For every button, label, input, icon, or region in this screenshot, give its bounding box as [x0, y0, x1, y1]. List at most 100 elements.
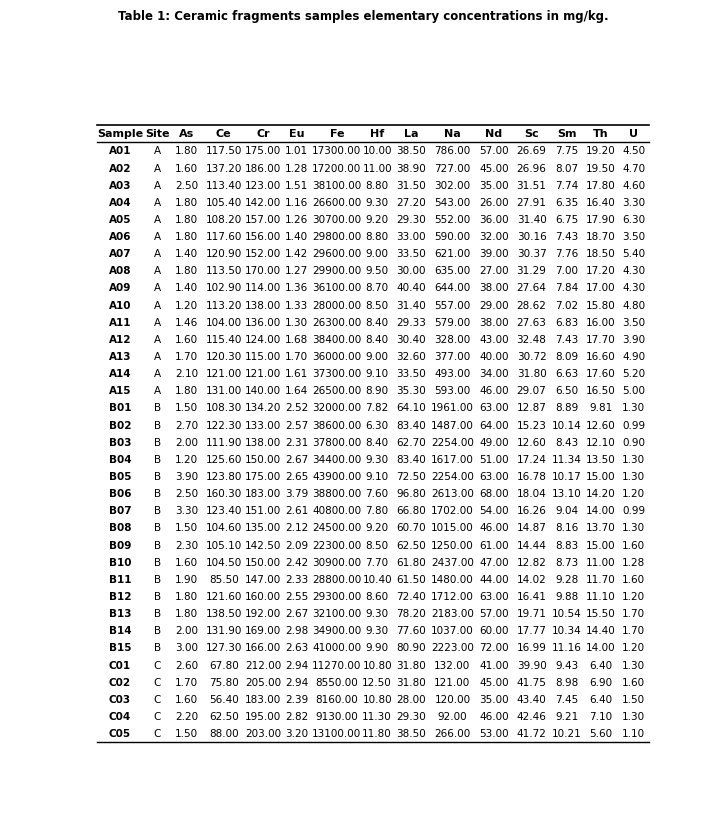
Text: A: A	[154, 300, 161, 310]
Text: 2613.00: 2613.00	[431, 489, 474, 499]
Text: 1480.00: 1480.00	[431, 575, 474, 585]
Text: 1617.00: 1617.00	[431, 455, 474, 465]
Text: 7.75: 7.75	[555, 146, 579, 156]
Text: 3.90: 3.90	[622, 335, 645, 345]
Text: 11.00: 11.00	[362, 164, 392, 174]
Text: 7.76: 7.76	[555, 249, 579, 259]
Text: 493.00: 493.00	[434, 369, 470, 379]
Text: 15.80: 15.80	[586, 300, 616, 310]
Text: 6.90: 6.90	[589, 678, 612, 688]
Text: 9.30: 9.30	[366, 609, 389, 619]
Text: 12.10: 12.10	[586, 438, 616, 448]
Text: Sc: Sc	[524, 129, 539, 139]
Text: 24500.00: 24500.00	[313, 524, 361, 534]
Text: 38.00: 38.00	[479, 318, 509, 328]
Text: 16.41: 16.41	[517, 592, 547, 602]
Text: 29.33: 29.33	[396, 318, 426, 328]
Text: 152.00: 152.00	[245, 249, 281, 259]
Text: 1.61: 1.61	[285, 369, 308, 379]
Text: Eu: Eu	[289, 129, 305, 139]
Text: 12.50: 12.50	[362, 678, 392, 688]
Text: 4.80: 4.80	[622, 300, 645, 310]
Text: 38400.00: 38400.00	[313, 335, 361, 345]
Text: 132.00: 132.00	[434, 660, 470, 670]
Text: 1.80: 1.80	[175, 215, 198, 225]
Text: Nd: Nd	[486, 129, 502, 139]
Text: 205.00: 205.00	[245, 678, 281, 688]
Text: 157.00: 157.00	[245, 215, 281, 225]
Text: 104.60: 104.60	[206, 524, 242, 534]
Text: A12: A12	[109, 335, 132, 345]
Text: 57.00: 57.00	[479, 146, 509, 156]
Text: 40.40: 40.40	[396, 284, 426, 294]
Text: 27.64: 27.64	[517, 284, 547, 294]
Text: 117.60: 117.60	[206, 232, 242, 242]
Text: 2.30: 2.30	[175, 540, 198, 550]
Text: 1.50: 1.50	[175, 404, 198, 414]
Text: 7.70: 7.70	[366, 558, 389, 568]
Text: 7.00: 7.00	[555, 266, 579, 276]
Text: 7.74: 7.74	[555, 180, 579, 190]
Text: 30900.00: 30900.00	[313, 558, 361, 568]
Text: B: B	[154, 626, 161, 636]
Text: 1.40: 1.40	[175, 284, 198, 294]
Text: 14.20: 14.20	[586, 489, 616, 499]
Text: C02: C02	[109, 678, 131, 688]
Text: 1.70: 1.70	[285, 352, 308, 362]
Text: 16.00: 16.00	[586, 318, 615, 328]
Text: 57.00: 57.00	[479, 609, 509, 619]
Text: B: B	[154, 644, 161, 654]
Text: 17.20: 17.20	[586, 266, 616, 276]
Text: 9.20: 9.20	[366, 524, 389, 534]
Text: 131.90: 131.90	[206, 626, 242, 636]
Text: 1961.00: 1961.00	[431, 404, 474, 414]
Text: 47.00: 47.00	[479, 558, 509, 568]
Text: 111.90: 111.90	[206, 438, 242, 448]
Text: 22300.00: 22300.00	[313, 540, 361, 550]
Text: 8.70: 8.70	[366, 284, 389, 294]
Text: C05: C05	[109, 729, 131, 739]
Text: 7.80: 7.80	[366, 506, 389, 516]
Text: A09: A09	[109, 284, 132, 294]
Text: B: B	[154, 609, 161, 619]
Text: 1.20: 1.20	[622, 592, 645, 602]
Text: 10.80: 10.80	[362, 660, 392, 670]
Text: 63.00: 63.00	[479, 592, 509, 602]
Text: 46.00: 46.00	[479, 712, 509, 722]
Text: 142.00: 142.00	[245, 198, 281, 208]
Text: 12.60: 12.60	[517, 438, 547, 448]
Text: 8.09: 8.09	[555, 352, 579, 362]
Text: 11.34: 11.34	[552, 455, 582, 465]
Text: 26600.00: 26600.00	[313, 198, 361, 208]
Text: 2.50: 2.50	[175, 489, 198, 499]
Text: 41.72: 41.72	[517, 729, 547, 739]
Text: 77.60: 77.60	[396, 626, 426, 636]
Text: 1.36: 1.36	[285, 284, 308, 294]
Text: 120.30: 120.30	[206, 352, 242, 362]
Text: B09: B09	[109, 540, 132, 550]
Text: 2.55: 2.55	[285, 592, 308, 602]
Text: 31.50: 31.50	[396, 180, 426, 190]
Text: 30.16: 30.16	[517, 232, 547, 242]
Text: 12.60: 12.60	[586, 420, 616, 430]
Text: 3.30: 3.30	[622, 198, 645, 208]
Text: C03: C03	[109, 695, 131, 705]
Text: 6.30: 6.30	[366, 420, 389, 430]
Text: 28000.00: 28000.00	[313, 300, 361, 310]
Text: 123.80: 123.80	[206, 472, 242, 482]
Text: 10.40: 10.40	[362, 575, 392, 585]
Text: 727.00: 727.00	[434, 164, 470, 174]
Text: 115.00: 115.00	[245, 352, 281, 362]
Text: 11270.00: 11270.00	[312, 660, 361, 670]
Text: 28.62: 28.62	[517, 300, 547, 310]
Text: 66.80: 66.80	[396, 506, 426, 516]
Text: 138.00: 138.00	[245, 438, 281, 448]
Text: A: A	[154, 369, 161, 379]
Text: Fe: Fe	[329, 129, 344, 139]
Text: 142.50: 142.50	[245, 540, 281, 550]
Text: 32.48: 32.48	[517, 335, 547, 345]
Text: 1.27: 1.27	[285, 266, 308, 276]
Text: 10.80: 10.80	[362, 695, 392, 705]
Text: 150.00: 150.00	[245, 558, 281, 568]
Text: A03: A03	[109, 180, 132, 190]
